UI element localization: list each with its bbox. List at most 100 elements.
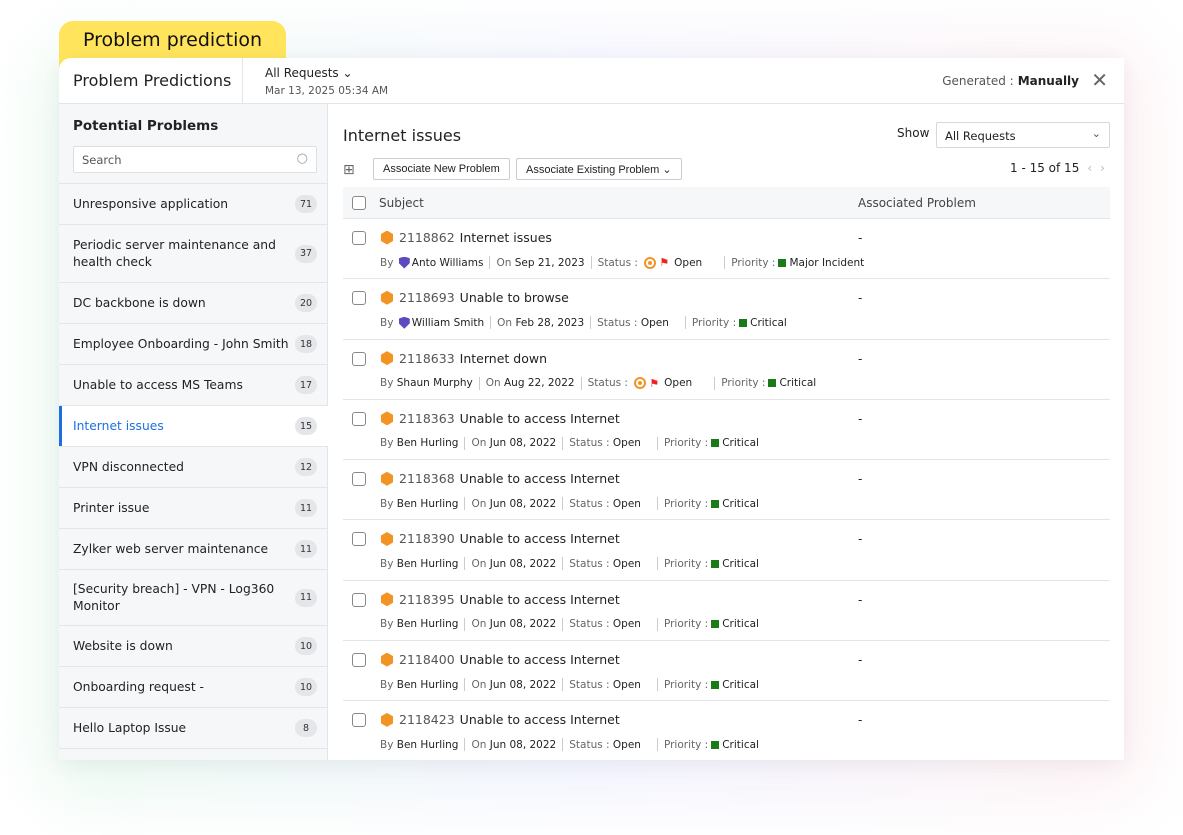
- row-checkbox[interactable]: [352, 592, 366, 607]
- status-label: Status :: [587, 377, 628, 390]
- prev-page-icon[interactable]: ‹: [1087, 161, 1093, 175]
- column-subject: Subject: [379, 196, 424, 210]
- count-badge: 11: [295, 499, 317, 517]
- sidebar-item[interactable]: Website is down 10: [59, 626, 328, 667]
- count-badge: 11: [295, 588, 317, 607]
- row-checkbox[interactable]: [352, 472, 366, 487]
- search-icon: ○: [296, 151, 308, 166]
- request-id: 2118390: [399, 531, 455, 547]
- request-subject-line[interactable]: 2118390 Unable to access Internet: [380, 531, 620, 546]
- technician-shield-icon: [398, 316, 410, 329]
- table-header: Subject Associated Problem: [343, 187, 1110, 219]
- sidebar-item-label: VPN disconnected: [73, 459, 184, 474]
- count-badge: 18: [295, 335, 317, 353]
- request-meta: By Ben Hurling On Jun 08, 2022 Status : Op…: [380, 557, 759, 571]
- by-label: By: [380, 316, 394, 329]
- priority-value: Critical: [722, 437, 759, 450]
- by-label: By: [380, 497, 394, 510]
- by-label: By: [380, 678, 394, 691]
- sidebar-item[interactable]: Unresponsive application 71: [59, 184, 328, 225]
- sidebar-item-label: Unresponsive application: [73, 196, 229, 211]
- sidebar-item[interactable]: [Security breach] - VPN - Log360 Monitor…: [59, 570, 328, 626]
- created-date: Jun 08, 2022: [489, 738, 557, 751]
- request-subject[interactable]: Unable to access Internet: [459, 652, 620, 668]
- row-checkbox[interactable]: [352, 231, 366, 245]
- sidebar-item[interactable]: Onboarding request - 10: [59, 667, 328, 708]
- sidebar-item[interactable]: Hello Laptop Issue 8: [59, 708, 328, 749]
- select-all-checkbox[interactable]: [352, 196, 366, 210]
- request-subject-line[interactable]: 2118363 Unable to access Internet: [380, 411, 620, 426]
- on-label: On: [471, 437, 487, 450]
- request-subject[interactable]: Unable to access Internet: [459, 531, 620, 547]
- request-subject[interactable]: Unable to access Internet: [459, 712, 620, 728]
- row-checkbox[interactable]: [352, 351, 366, 366]
- row-checkbox[interactable]: [352, 291, 366, 306]
- request-subject[interactable]: Unable to access Internet: [459, 591, 620, 607]
- request-id: 2118363: [399, 410, 455, 426]
- request-subject-line[interactable]: 2118395 Unable to access Internet: [380, 592, 620, 607]
- request-id: 2118400: [399, 652, 455, 668]
- next-page-icon[interactable]: ›: [1100, 161, 1105, 175]
- request-subject-line[interactable]: 2118693 Unable to browse: [380, 290, 569, 305]
- sidebar-item[interactable]: Unable to access MS Teams 17: [59, 365, 328, 406]
- priority-color-icon: [711, 499, 720, 508]
- show-select[interactable]: All Requests ⌄: [936, 122, 1110, 148]
- request-meta: By Ben Hurling On Jun 08, 2022 Status : Op…: [380, 738, 759, 752]
- request-subject-line[interactable]: 2118400 Unable to access Internet: [380, 652, 620, 667]
- close-icon[interactable]: ✕: [1091, 68, 1108, 92]
- request-subject-line[interactable]: 2118423 Unable to access Internet: [380, 712, 620, 727]
- request-subject-line[interactable]: 2118368 Unable to access Internet: [380, 471, 620, 486]
- row-checkbox[interactable]: [352, 532, 366, 547]
- request-subject[interactable]: Unable to browse: [459, 290, 569, 306]
- request-subject[interactable]: Unable to access Internet: [459, 410, 620, 426]
- row-checkbox[interactable]: [352, 713, 366, 728]
- sidebar-item-label: Internet issues: [73, 418, 164, 433]
- request-subject[interactable]: Unable to access Internet: [459, 471, 620, 487]
- sidebar-item[interactable]: Employee Onboarding - John Smith 18: [59, 324, 328, 365]
- sidebar-item[interactable]: Zylker web server maintenance 11: [59, 529, 328, 570]
- request-icon: [380, 290, 394, 305]
- chevron-down-icon: ⌄: [1091, 127, 1101, 140]
- generated-mode: Generated : Manually: [942, 74, 1079, 88]
- row-checkbox[interactable]: [352, 411, 366, 426]
- status-value: Open: [612, 678, 641, 691]
- request-meta: By William Smith On Feb 28, 2023 Status : …: [380, 316, 787, 330]
- on-label: On: [485, 377, 501, 390]
- search-input[interactable]: Search ○: [73, 146, 317, 173]
- column-settings-icon[interactable]: ⊞: [343, 162, 355, 178]
- count-badge: 17: [295, 376, 317, 394]
- request-meta: By Anto Williams On Sep 21, 2023 Status : …: [380, 256, 864, 269]
- priority-value: Major Incident: [789, 256, 865, 269]
- request-subject-line[interactable]: 2118862 Internet issues: [380, 230, 552, 245]
- status-value: Open: [612, 618, 641, 631]
- sidebar-item[interactable]: VPN disconnected 12: [59, 447, 328, 488]
- pagination-range: 1 - 15 of 15: [1010, 161, 1080, 175]
- sidebar-item-label: Onboarding request -: [73, 679, 204, 694]
- request-subject[interactable]: Internet issues: [459, 230, 552, 245]
- sidebar-item[interactable]: Printer issue 11: [59, 488, 328, 529]
- request-filter-dropdown[interactable]: All Requests ⌄: [265, 66, 353, 80]
- priority-value: Critical: [722, 738, 759, 751]
- sidebar-item[interactable]: Periodic server maintenance and health c…: [59, 225, 328, 283]
- sidebar-item[interactable]: Internet issues 15: [59, 406, 328, 447]
- row-checkbox[interactable]: [352, 653, 366, 668]
- associate-new-problem-button[interactable]: Associate New Problem: [373, 158, 510, 180]
- sla-target-icon: [634, 377, 647, 390]
- request-meta: By Ben Hurling On Jun 08, 2022 Status : Op…: [380, 617, 759, 631]
- flag-icon: ⚑: [659, 256, 670, 269]
- request-icon: [380, 592, 394, 607]
- priority-label: Priority :: [663, 618, 709, 631]
- on-label: On: [471, 618, 487, 631]
- request-subject-line[interactable]: 2118633 Internet down: [380, 351, 547, 366]
- request-subject[interactable]: Internet down: [459, 350, 548, 366]
- problem-list: Unresponsive application 71 Periodic serve…: [59, 183, 328, 749]
- status-value: Open: [674, 256, 703, 269]
- header: Problem Predictions All Requests ⌄ Mar 1…: [59, 58, 1124, 104]
- created-date: Jun 08, 2022: [489, 618, 557, 631]
- associate-existing-problem-button[interactable]: Associate Existing Problem ⌄: [516, 158, 682, 180]
- sidebar-item[interactable]: DC backbone is down 20: [59, 283, 328, 324]
- sidebar-item-label: DC backbone is down: [73, 295, 206, 310]
- request-meta: By Ben Hurling On Jun 08, 2022 Status : Op…: [380, 497, 759, 511]
- count-badge: 15: [295, 417, 317, 435]
- status-label: Status :: [569, 678, 610, 691]
